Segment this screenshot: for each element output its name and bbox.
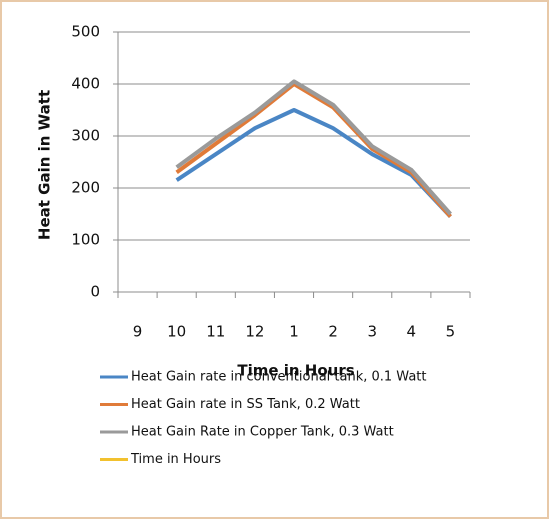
x-tick-label: 5 <box>446 323 456 341</box>
y-axis-title: Heat Gain in Watt <box>36 90 54 240</box>
legend-label: Time in Hours <box>130 452 221 467</box>
y-tick-label: 0 <box>90 283 100 301</box>
series-line <box>175 82 452 218</box>
legend-label: Heat Gain rate in SS Tank, 0.2 Watt <box>131 397 360 412</box>
y-tick-label: 200 <box>71 179 100 197</box>
series-line <box>175 79 452 216</box>
x-tick-label: 1 <box>289 323 299 341</box>
y-tick-label: 500 <box>71 23 100 41</box>
series-line <box>175 108 452 218</box>
x-tick-label: 9 <box>133 323 143 341</box>
x-axis-title: Time in Hours <box>237 362 354 380</box>
legend-label: Heat Gain Rate in Copper Tank, 0.3 Watt <box>131 425 394 440</box>
x-tick-label: 2 <box>328 323 338 341</box>
x-tick-label: 3 <box>367 323 377 341</box>
x-tick-label: 4 <box>407 323 417 341</box>
y-tick-label: 100 <box>71 231 100 249</box>
x-tick-label: 10 <box>167 323 186 341</box>
x-tick-label: 12 <box>245 323 264 341</box>
legend-label: Heat Gain rate in conventional tank, 0.1… <box>131 370 426 385</box>
y-tick-label: 300 <box>71 127 100 145</box>
x-tick-label: 11 <box>206 323 225 341</box>
y-tick-label: 400 <box>71 75 100 93</box>
